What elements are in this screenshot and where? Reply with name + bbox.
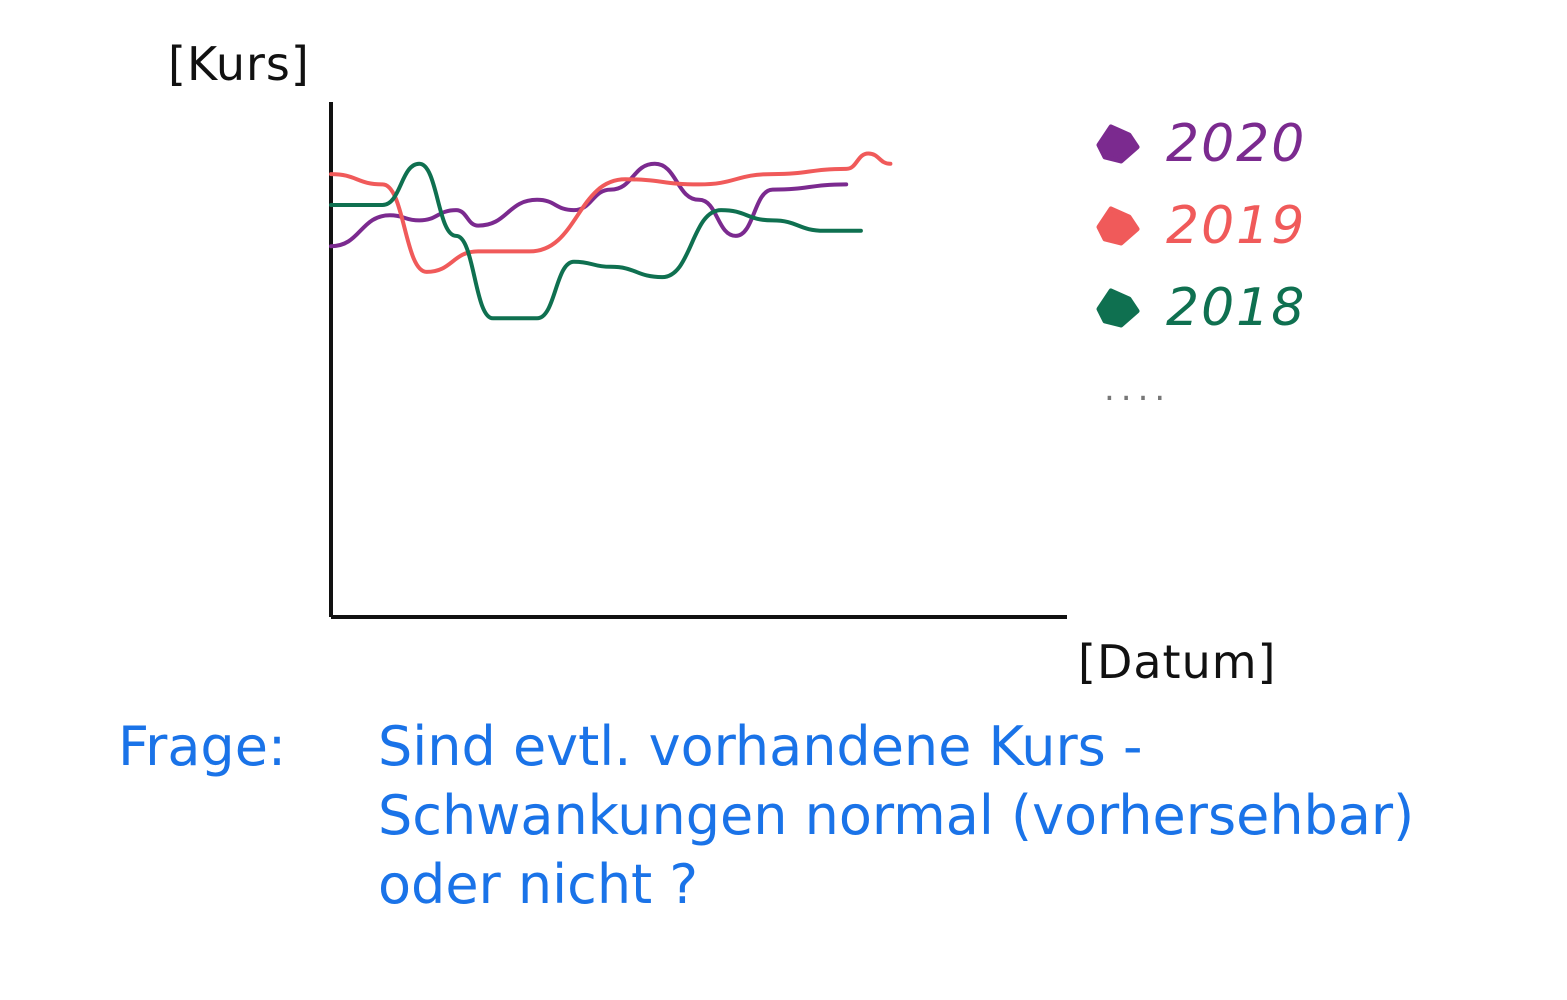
legend-label-2019: 2019: [1166, 196, 1306, 256]
question-text: Sind evtl. vorhandene Kurs - Schwankunge…: [378, 712, 1414, 919]
legend-swatch-2018: [1096, 288, 1140, 328]
y-axis-label: [Kurs]: [168, 37, 310, 91]
series-line-2020: [329, 161, 849, 249]
question-line-3: oder nicht ?: [378, 853, 699, 917]
question-block: Frage: Sind evtl. vorhandene Kurs - Schw…: [118, 712, 1538, 919]
legend: 2020 2019 2018: [1096, 114, 1306, 338]
legend-label-2020: 2020: [1166, 114, 1306, 174]
series-layer: [329, 151, 893, 321]
legend-more: ....: [1104, 369, 1171, 409]
legend-label-2018: 2018: [1166, 278, 1306, 338]
question-line-2: Schwankungen normal (vorhersehbar): [378, 784, 1415, 848]
question-line-1: Sind evtl. vorhandene Kurs -: [378, 715, 1143, 778]
x-axis-label: [Datum]: [1078, 635, 1277, 689]
series-line-2018: [329, 161, 863, 321]
question-label: Frage:: [118, 715, 287, 778]
series-line-2019: [329, 151, 893, 274]
legend-swatch-2020: [1096, 124, 1140, 164]
legend-swatch-2019: [1096, 206, 1140, 246]
